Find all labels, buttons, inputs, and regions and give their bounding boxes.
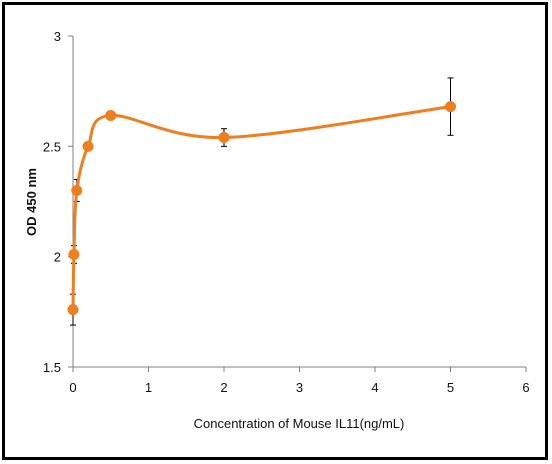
y-tick-label-3: 3 bbox=[54, 29, 61, 44]
x-axis-label: Concentration of Mouse IL11(ng/mL) bbox=[194, 416, 405, 431]
x-tick-label-2: 2 bbox=[220, 380, 227, 395]
data-point-3 bbox=[82, 140, 94, 152]
x-tick-label-0: 0 bbox=[69, 380, 76, 395]
data-point-6 bbox=[445, 101, 456, 113]
x-tick-label-1: 1 bbox=[145, 380, 152, 395]
x-tick-label-6: 6 bbox=[522, 380, 529, 395]
data-point-4 bbox=[105, 109, 117, 121]
data-points bbox=[67, 101, 456, 316]
x-tick-label-5: 5 bbox=[447, 380, 454, 395]
axes: 0 1 2 3 4 5 6 1.5 2 2.5 3 bbox=[43, 29, 530, 395]
x-tick-label-3: 3 bbox=[296, 380, 303, 395]
y-tick-label-2: 2 bbox=[54, 250, 61, 265]
data-point-5 bbox=[218, 132, 230, 144]
data-point-1 bbox=[68, 248, 80, 260]
y-tick-label-2.5: 2.5 bbox=[43, 139, 61, 154]
series-layer bbox=[71, 105, 451, 310]
chart-border bbox=[2, 2, 548, 460]
series-line bbox=[71, 105, 451, 310]
data-point-2 bbox=[71, 184, 83, 196]
y-tick-label-1.5: 1.5 bbox=[43, 360, 61, 375]
data-point-0 bbox=[67, 304, 79, 316]
x-tick-label-4: 4 bbox=[371, 380, 378, 395]
y-axis-label: OD 450 nm bbox=[24, 168, 39, 236]
